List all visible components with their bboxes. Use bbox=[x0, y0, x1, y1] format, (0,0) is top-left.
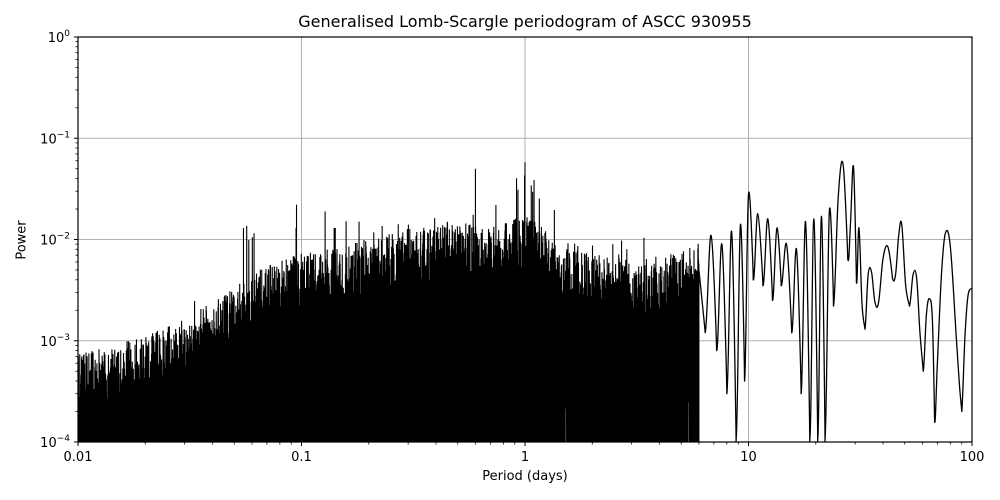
x-tick-label: 100 bbox=[960, 450, 985, 465]
x-tick-label: 1 bbox=[521, 450, 529, 465]
y-tick-label: 10−2 bbox=[40, 232, 70, 249]
y-tick-label: 10−1 bbox=[40, 130, 70, 147]
periodogram-line bbox=[78, 160, 972, 442]
y-axis-ticks: 100 10−1 10−2 10−3 10−4 bbox=[40, 29, 78, 451]
chart-title: Generalised Lomb-Scargle periodogram of … bbox=[298, 12, 752, 31]
x-tick-label: 0.01 bbox=[64, 450, 93, 465]
y-tick-label: 10−3 bbox=[40, 333, 70, 350]
y-tick-label: 100 bbox=[48, 29, 71, 46]
x-axis-ticks: 0.01 0.1 1 10 100 bbox=[64, 442, 985, 465]
x-tick-label: 0.1 bbox=[291, 450, 312, 465]
x-tick-label: 10 bbox=[740, 450, 757, 465]
y-tick-label: 10−4 bbox=[40, 434, 70, 451]
x-axis-label: Period (days) bbox=[482, 469, 568, 484]
